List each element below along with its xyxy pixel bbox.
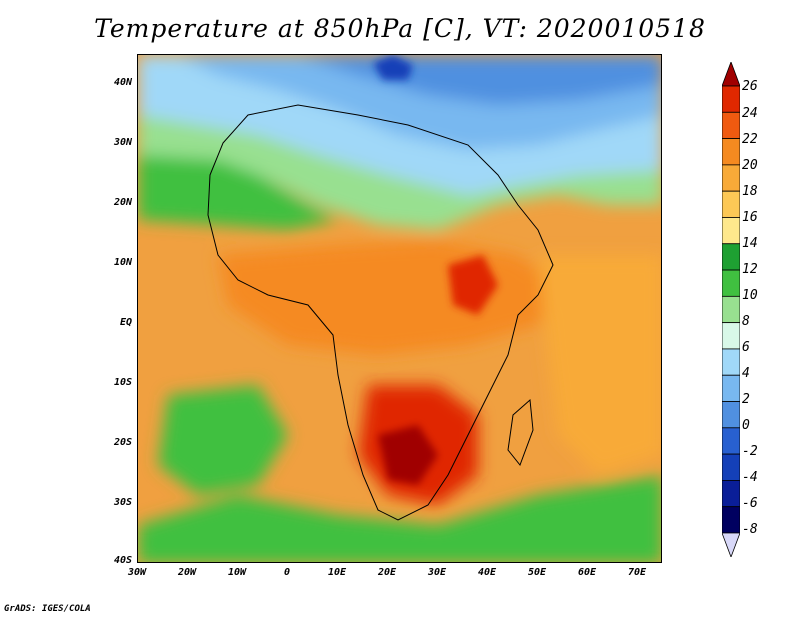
colorbar-label: 22 <box>742 132 758 147</box>
map-title: Temperature at 850hPa [C], VT: 202001051… <box>94 14 706 43</box>
y-tick-label: 30N <box>113 137 132 148</box>
colorbar-swatch <box>722 322 740 350</box>
field-green-west <box>138 155 338 230</box>
colorbar-swatch <box>722 348 740 376</box>
y-tick-label: 40N <box>113 77 132 88</box>
temperature-map <box>137 54 662 563</box>
colorbar-label: 16 <box>742 210 758 225</box>
colorbar-swatch <box>722 243 740 271</box>
colorbar-label: 12 <box>742 262 758 277</box>
field-yellow-indian <box>538 255 661 475</box>
y-tick-label: 30S <box>113 497 132 508</box>
colorbar-label: 26 <box>742 79 758 94</box>
africa-outline <box>207 104 554 521</box>
field-green-atlantic <box>158 385 288 495</box>
x-tick-label: 40E <box>477 567 497 578</box>
colorbar-swatch <box>722 532 740 557</box>
colorbar-swatch <box>722 111 740 139</box>
colorbar-swatch <box>722 190 740 218</box>
x-tick-label: 20W <box>177 567 197 578</box>
colorbar-swatch <box>722 269 740 297</box>
x-tick-label: 30E <box>427 567 447 578</box>
field-hot-east <box>448 255 498 315</box>
colorbar-label: 10 <box>742 288 758 303</box>
colorbar <box>722 62 740 557</box>
x-tick-label: 20E <box>377 567 397 578</box>
colorbar-swatch <box>722 62 740 87</box>
colorbar-swatch <box>722 164 740 192</box>
colorbar-label: 8 <box>742 314 750 329</box>
colorbar-label: -2 <box>742 444 758 459</box>
y-tick-label: 20S <box>113 437 132 448</box>
colorbar-label: 2 <box>742 392 750 407</box>
colorbar-swatch <box>722 138 740 166</box>
colorbar-label: 0 <box>742 418 750 433</box>
y-tick-label: 10N <box>113 257 132 268</box>
colorbar-swatch <box>722 401 740 429</box>
x-tick-label: 50E <box>527 567 547 578</box>
colorbar-label: 4 <box>742 366 750 381</box>
colorbar-swatch <box>722 374 740 402</box>
y-tick-label: 40S <box>113 555 132 566</box>
x-tick-label: 0 <box>283 567 291 578</box>
colorbar-label: -6 <box>742 496 758 511</box>
x-tick-label: 10W <box>227 567 247 578</box>
colorbar-label: 18 <box>742 184 758 199</box>
colorbar-label: 20 <box>742 158 758 173</box>
field-green-southern <box>138 475 661 562</box>
field-hot-core <box>378 425 438 485</box>
colorbar-swatch <box>722 295 740 324</box>
colorbar-swatch <box>722 217 740 245</box>
colorbar-label: -4 <box>742 470 758 485</box>
y-tick-label: EQ <box>119 317 132 328</box>
colorbar-label: 14 <box>742 236 758 251</box>
x-tick-label: 60E <box>577 567 597 578</box>
colorbar-label: -8 <box>742 522 758 537</box>
y-tick-label: 20N <box>113 197 132 208</box>
colorbar-swatch <box>722 85 740 113</box>
colorbar-swatch <box>722 427 740 455</box>
credit-text: GrADS: IGES/COLA <box>4 604 91 614</box>
colorbar-swatch <box>722 506 740 534</box>
y-tick-label: 10S <box>113 377 132 388</box>
field-cold-spot <box>373 55 413 80</box>
madagascar-outline <box>507 398 534 467</box>
colorbar-swatch <box>722 453 740 481</box>
x-tick-label: 30W <box>127 567 147 578</box>
colorbar-swatch <box>722 480 740 508</box>
x-tick-label: 70E <box>627 567 647 578</box>
x-tick-label: 10E <box>327 567 347 578</box>
colorbar-label: 24 <box>742 106 758 121</box>
colorbar-label: 6 <box>742 340 750 355</box>
